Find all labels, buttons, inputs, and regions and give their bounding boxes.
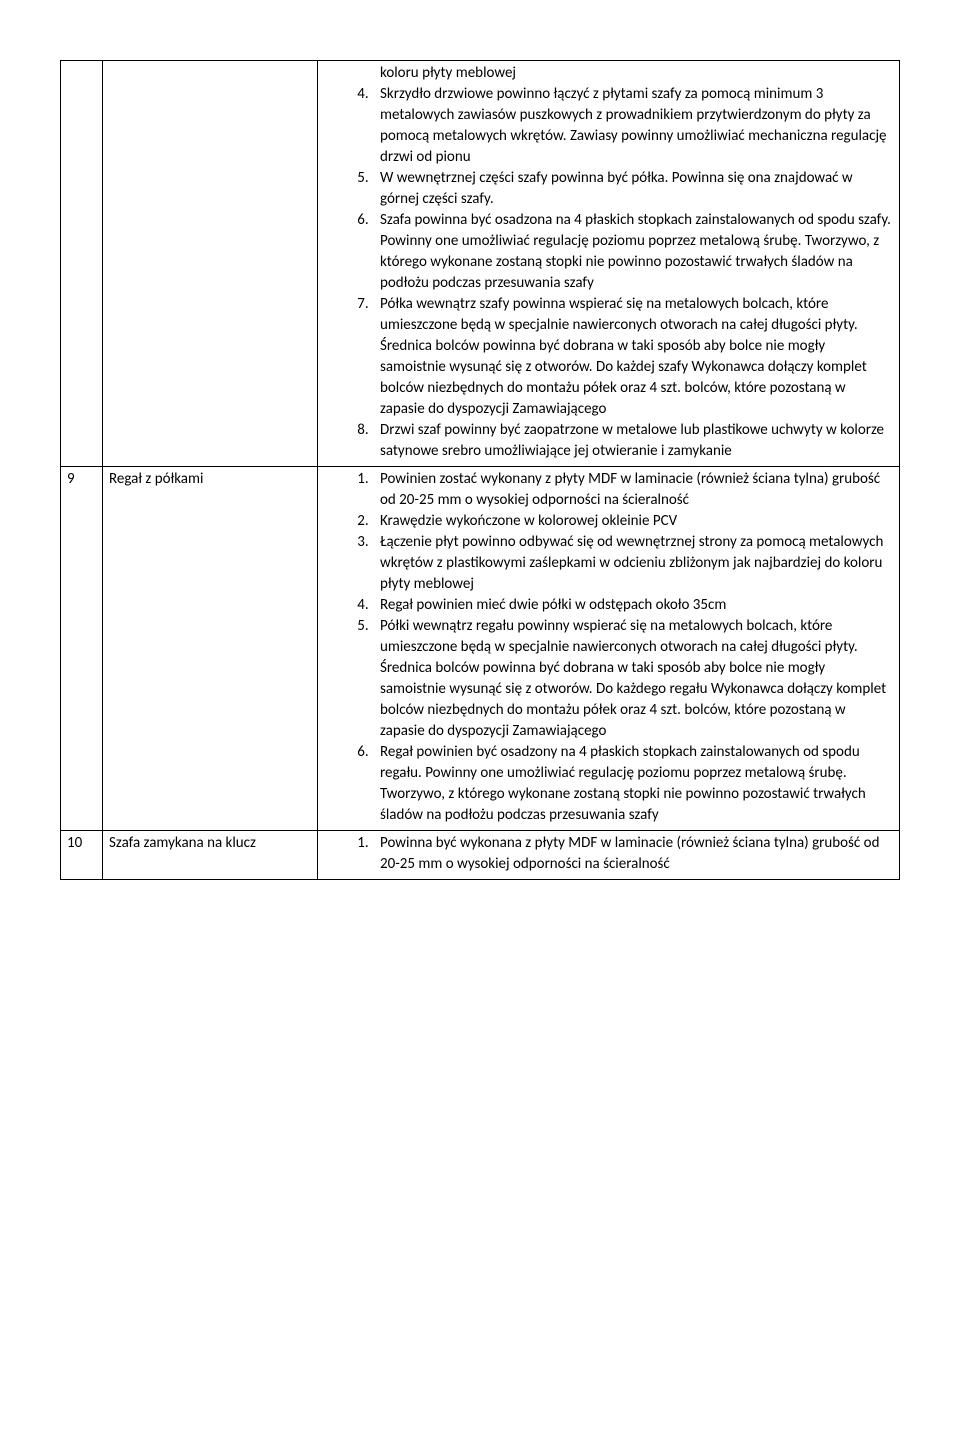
spec-list-item: Regał powinien być osadzony na 4 płaskic… bbox=[372, 742, 893, 826]
table-row: 9Regał z półkami Powinien zostać wykonany… bbox=[61, 467, 900, 831]
spec-list-item: Powinien zostać wykonany z płyty MDF w l… bbox=[372, 469, 893, 511]
item-name: Szafa zamykana na klucz bbox=[103, 831, 318, 880]
row-number bbox=[61, 61, 103, 467]
spec-list-item: Drzwi szaf powinny być zaopatrzone w met… bbox=[372, 420, 893, 462]
spec-list: Skrzydło drzwiowe powinno łączyć z płyta… bbox=[324, 84, 893, 462]
item-name bbox=[103, 61, 318, 467]
continuation-text: koloru płyty meblowej bbox=[324, 63, 893, 84]
spec-list-item: Krawędzie wykończone w kolorowej okleini… bbox=[372, 511, 893, 532]
spec-list: Powinien zostać wykonany z płyty MDF w l… bbox=[324, 469, 893, 826]
spec-list-item: Szafa powinna być osadzona na 4 płaskich… bbox=[372, 210, 893, 294]
spec-list: Powinna być wykonana z płyty MDF w lamin… bbox=[324, 833, 893, 875]
spec-list-item: Łączenie płyt powinno odbywać się od wew… bbox=[372, 532, 893, 595]
row-number: 10 bbox=[61, 831, 103, 880]
table-row: 10Szafa zamykana na klucz Powinna być wyk… bbox=[61, 831, 900, 880]
table-row: koloru płyty meblowejSkrzydło drzwiowe p… bbox=[61, 61, 900, 467]
spec-list-item: Powinna być wykonana z płyty MDF w lamin… bbox=[372, 833, 893, 875]
spec-list-item: Regał powinien mieć dwie półki w odstępa… bbox=[372, 595, 893, 616]
item-description: Powinna być wykonana z płyty MDF w lamin… bbox=[318, 831, 900, 880]
spec-list-item: Półki wewnątrz regału powinny wspierać s… bbox=[372, 616, 893, 742]
item-name: Regał z półkami bbox=[103, 467, 318, 831]
spec-list-item: Półka wewnątrz szafy powinna wspierać si… bbox=[372, 294, 893, 420]
item-description: Powinien zostać wykonany z płyty MDF w l… bbox=[318, 467, 900, 831]
spec-table: koloru płyty meblowejSkrzydło drzwiowe p… bbox=[60, 60, 900, 880]
row-number: 9 bbox=[61, 467, 103, 831]
item-description: koloru płyty meblowejSkrzydło drzwiowe p… bbox=[318, 61, 900, 467]
spec-list-item: Skrzydło drzwiowe powinno łączyć z płyta… bbox=[372, 84, 893, 168]
spec-list-item: W wewnętrznej części szafy powinna być p… bbox=[372, 168, 893, 210]
